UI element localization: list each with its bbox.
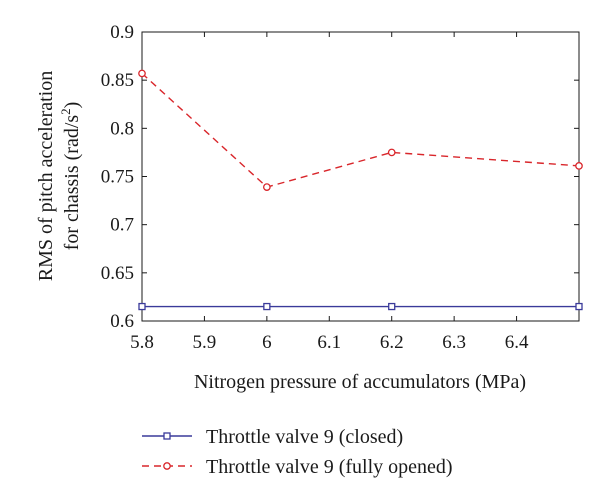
data-point xyxy=(575,162,583,170)
data-point xyxy=(575,302,583,311)
x-tick-label: 6 xyxy=(262,332,272,353)
y-tick-label: 0.8 xyxy=(110,118,134,139)
legend: Throttle valve 9 (closed) Throttle valve … xyxy=(142,426,453,478)
y-tick-label: 0.9 xyxy=(110,22,134,43)
x-tick-label: 6.1 xyxy=(317,332,341,353)
y-axis-title: RMS of pitch acceleration for chassis (r… xyxy=(35,71,83,282)
y-axis-title-line-2: for chassis (rad/s2) xyxy=(58,102,83,251)
y-tick-label: 0.85 xyxy=(101,70,134,91)
y-tick-label: 0.65 xyxy=(101,263,134,284)
x-axis-title: Nitrogen pressure of accumulators (MPa) xyxy=(194,371,526,393)
legend-label: Throttle valve 9 (fully opened) xyxy=(206,456,453,478)
legend-item: Throttle valve 9 (fully opened) xyxy=(142,456,453,478)
data-point xyxy=(263,302,271,311)
legend-item: Throttle valve 9 (closed) xyxy=(142,426,403,448)
x-tick-label: 5.8 xyxy=(130,332,154,353)
y-tick-label: 0.7 xyxy=(110,215,134,236)
series-2 xyxy=(138,69,583,191)
series-line xyxy=(141,72,580,188)
y-axis-title-base: for chassis (rad/s xyxy=(61,115,83,251)
y-tick-label: 0.75 xyxy=(101,167,134,188)
data-point xyxy=(138,69,146,78)
legend-marker xyxy=(163,432,171,440)
legend-marker xyxy=(163,462,171,470)
data-point xyxy=(388,302,396,311)
series-layer xyxy=(138,69,583,311)
legend-label: Throttle valve 9 (closed) xyxy=(206,426,403,448)
x-tick-label: 6.4 xyxy=(505,332,529,353)
y-axis-title-superscript: 2 xyxy=(58,108,73,115)
x-tick-label: 5.9 xyxy=(193,332,217,353)
x-tick-label: 6.2 xyxy=(380,332,404,353)
x-tick-label: 6.3 xyxy=(442,332,466,353)
data-point xyxy=(138,302,146,311)
data-point xyxy=(263,183,271,191)
y-tick-label: 0.6 xyxy=(110,311,134,332)
plot-area-frame xyxy=(141,31,580,322)
data-point xyxy=(387,148,396,157)
y-axis-title-line-1: RMS of pitch acceleration xyxy=(35,71,57,282)
axis-ticks: 5.8 5.9 6 6.1 6.2 6.3 6.4 0.6 0.65 0.7 0.75 0.8 0.85… xyxy=(101,22,580,353)
y-axis-title-close: ) xyxy=(61,102,83,109)
series-1 xyxy=(138,302,583,311)
